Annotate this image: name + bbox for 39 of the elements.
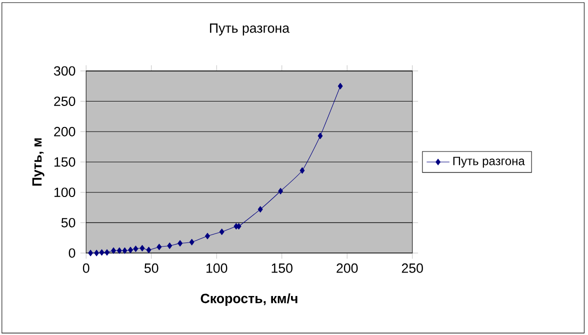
x-tick-label: 150	[272, 263, 292, 273]
point	[258, 206, 263, 213]
y-tick-label: 0	[68, 248, 76, 258]
chart-title: Путь разгона	[210, 24, 290, 36]
x-tick-label: 200	[336, 263, 358, 273]
point	[99, 249, 104, 256]
legend-label: Путь разгона	[453, 156, 525, 168]
point	[94, 250, 100, 256]
x-axis-title: Скорость, км/ч	[200, 293, 298, 306]
x-tick-label: 0	[82, 263, 90, 273]
y-tick-label: 250	[54, 96, 76, 106]
point	[338, 82, 343, 90]
y-axis-title: Путь, м	[32, 138, 44, 186]
point	[133, 246, 138, 252]
point	[278, 188, 284, 194]
point	[116, 247, 122, 254]
point	[318, 132, 323, 140]
y-tick-label: 50	[61, 218, 76, 228]
x-tick-label: 100	[206, 263, 228, 273]
point	[146, 246, 152, 254]
point	[111, 247, 116, 254]
y-tick-label: 100	[54, 188, 76, 198]
point	[104, 249, 110, 256]
point	[88, 250, 94, 256]
x-tick-label: 250	[402, 263, 423, 273]
y-tick-label: 200	[54, 126, 76, 136]
point	[205, 232, 210, 240]
x-tick-label: 50	[144, 263, 158, 273]
point	[156, 244, 162, 250]
point	[189, 238, 194, 246]
point	[122, 247, 128, 254]
point	[178, 240, 183, 247]
y-tick-label: 150	[54, 157, 76, 167]
y-tick-label: 300	[54, 66, 76, 76]
point	[300, 167, 305, 174]
point	[219, 228, 224, 236]
point	[128, 246, 133, 254]
point	[167, 242, 172, 249]
point	[140, 244, 145, 252]
